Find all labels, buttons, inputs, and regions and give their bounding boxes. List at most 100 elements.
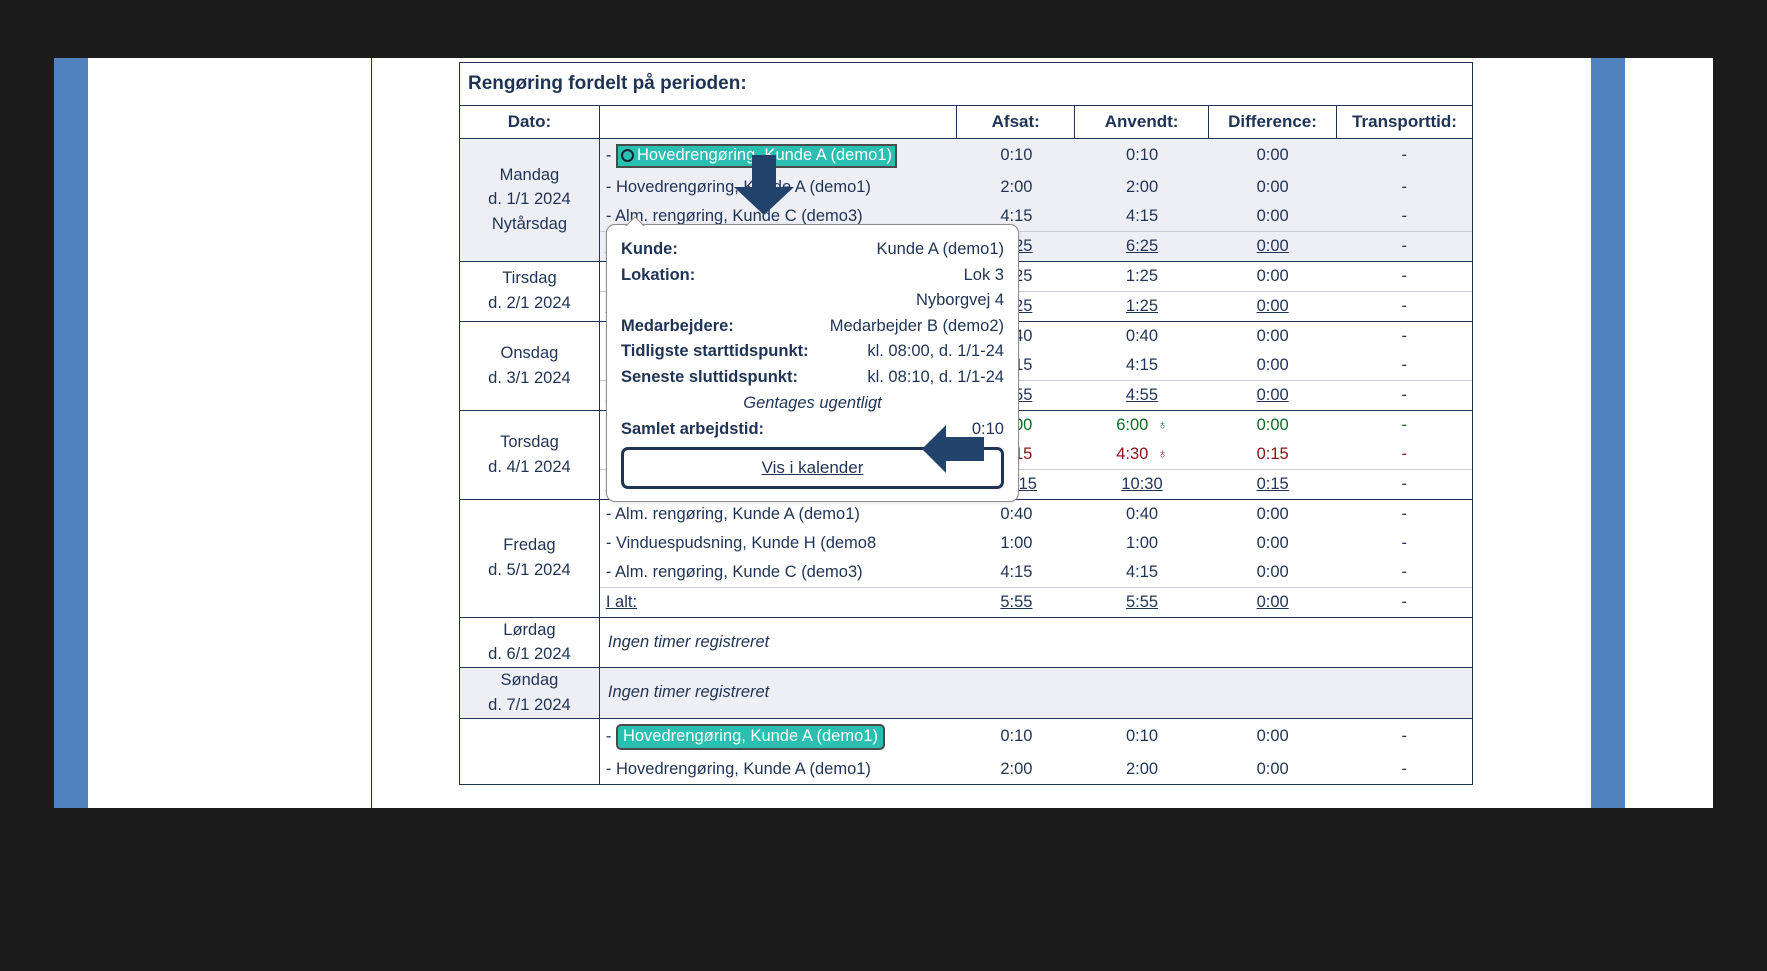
task-row[interactable]: - Alm. rengøring, Kunde A (demo1) 0:40 0:4…	[600, 500, 1472, 529]
column-header-task[interactable]	[598, 104, 958, 139]
tooltip-row-value: Nyborgvej 4	[915, 291, 1004, 310]
date-line: Torsdag	[500, 432, 559, 451]
total-transporttid-value: -	[1401, 236, 1408, 255]
tooltip-row-label: Medarbejdere:	[621, 316, 734, 335]
total-label-cell: I alt:	[599, 586, 958, 617]
task-row[interactable]: - Hovedrengøring, Kunde A (demo1) 2:00 2:0…	[600, 173, 1472, 202]
tooltip-row-value: Kunde A (demo1)	[876, 240, 1004, 258]
day-task-table: - Alm. rengøring, Kunde A (demo1) 0:40 0:4…	[599, 500, 1472, 617]
cell-afsat-value: 4:15	[1000, 206, 1033, 225]
total-difference-value: 0:00	[1256, 592, 1289, 611]
cell-afsat: 2:00	[958, 755, 1076, 784]
total-anvendt: 10:30	[1075, 468, 1209, 499]
tooltip-row-label: Seneste sluttidspunkt:	[621, 367, 798, 386]
cell-transporttid-value: -	[1401, 533, 1407, 552]
clock-warning-icon: ♁	[1157, 444, 1168, 461]
cell-anvendt: 0:40	[1075, 500, 1209, 529]
cell-transporttid: -	[1336, 558, 1472, 588]
cell-anvendt-value: 1:00	[1125, 533, 1159, 552]
column-header-dato[interactable]: Dato:	[459, 104, 600, 139]
tooltip-total-value: 0:10	[971, 419, 1004, 438]
show-in-calendar-label: Vis i kalender	[761, 457, 864, 477]
cell-anvendt-value: 0:10	[1126, 146, 1159, 165]
cell-transporttid: -	[1337, 173, 1473, 202]
date-line: Tirsdag	[502, 269, 557, 288]
cell-transporttid-value: -	[1401, 146, 1408, 165]
cell-difference: 0:00	[1209, 322, 1337, 351]
tooltip-row-label: Kunde:	[621, 240, 678, 258]
cell-afsat-value: 1:00	[1000, 533, 1033, 552]
tooltip-detail-rows: Kunde: Kunde A (demo1) Lokation: Lok 3 Nybor…	[621, 237, 1004, 390]
tooltip-row: Nyborgvej 4	[621, 288, 1004, 314]
left-scroll-rail[interactable]	[54, 58, 88, 808]
column-header-anvendt[interactable]: Anvendt:	[1074, 104, 1210, 139]
cell-transporttid: -	[1336, 262, 1472, 292]
no-hours-text: Ingen timer registreret	[607, 683, 770, 702]
total-difference: 0:00	[1208, 379, 1337, 410]
total-difference: 0:00	[1208, 586, 1337, 617]
cell-difference: 0:00	[1209, 529, 1337, 558]
total-transporttid-value: -	[1401, 474, 1407, 493]
column-header-afsat[interactable]: Afsat:	[956, 104, 1076, 139]
selected-task-chip[interactable]: Hovedrengøring, Kunde A (demo1)	[615, 723, 885, 750]
total-difference-value: 0:00	[1256, 296, 1289, 315]
tooltip-row: Tidligste starttidspunkt: kl. 08:00, d. 1…	[621, 339, 1004, 365]
cell-transporttid: -	[1336, 440, 1472, 470]
cell-anvendt: 0:10	[1075, 719, 1209, 755]
task-label-cell[interactable]: - Alm. rengøring, Kunde C (demo3)	[600, 202, 958, 232]
task-label-cell[interactable]: - Alm. rengøring, Kunde C (demo3)	[600, 558, 958, 588]
task-row[interactable]: - Alm. rengøring, Kunde C (demo3) 4:15 4:1…	[600, 558, 1472, 588]
total-transporttid: -	[1336, 379, 1472, 410]
task-label: - Hovedrengøring, Kunde A (demo1)	[605, 759, 871, 778]
cell-afsat: 0:40	[958, 500, 1076, 529]
cell-difference: 0:15	[1209, 440, 1337, 470]
task-row[interactable]: - Hovedrengøring, Kunde A (demo1) 0:10 0:1…	[600, 719, 1472, 755]
cell-anvendt: 0:10	[1075, 139, 1209, 173]
date-cell: Onsdag d. 3/1 2024	[459, 320, 600, 411]
task-label-cell[interactable]: - Hovedrengøring, Kunde A (demo1)	[600, 719, 958, 755]
cell-anvendt-value: 4:15	[1125, 562, 1159, 581]
down-arrow-icon	[734, 155, 794, 215]
cell-difference: 0:00	[1209, 719, 1337, 755]
total-anvendt-value: 5:55	[1125, 592, 1159, 611]
right-scroll-rail[interactable]	[1591, 58, 1625, 808]
total-transporttid-value: -	[1401, 385, 1407, 404]
cell-transporttid-value: -	[1401, 562, 1407, 581]
cell-afsat-value: 4:15	[1000, 562, 1033, 581]
task-row[interactable]: - Alm. rengøring, Kunde C (demo3) 4:15 4:1…	[600, 202, 1472, 232]
cell-transporttid: -	[1336, 351, 1472, 381]
task-row[interactable]: - Vinduespudsning, Kunde H (demo8 1:00 1:0…	[600, 529, 1472, 558]
cell-afsat: 4:15	[958, 558, 1076, 588]
total-afsat: 5:55	[957, 586, 1076, 617]
task-label: - Vinduespudsning, Kunde H (demo8	[605, 533, 877, 552]
cell-anvendt-value: 2:00	[1125, 759, 1159, 778]
task-label-cell[interactable]: - Alm. rengøring, Kunde A (demo1)	[600, 500, 958, 529]
cell-anvendt-value: 0:10	[1125, 727, 1159, 746]
left-arrow-icon	[922, 425, 984, 473]
task-label: Hovedrengøring, Kunde A (demo1)	[622, 726, 878, 745]
task-label: Hovedrengøring, Kunde A (demo1)	[636, 145, 892, 164]
tooltip-tail	[621, 216, 647, 226]
cell-afsat: 2:00	[958, 173, 1076, 202]
total-transporttid: -	[1336, 290, 1472, 321]
date-cell: Fredag d. 5/1 2024	[459, 498, 600, 618]
date-cell: Søndag d. 7/1 2024	[459, 667, 600, 719]
cell-difference: 0:00	[1209, 351, 1337, 381]
cell-transporttid-value: -	[1401, 727, 1407, 746]
clock-warning-icon: ♁	[1157, 415, 1168, 432]
cell-anvendt-value: 4:30	[1116, 444, 1149, 463]
task-row[interactable]: - Hovedrengøring, Kunde A (demo1) 2:00 2:0…	[600, 755, 1472, 784]
no-hours-text: Ingen timer registreret	[607, 632, 770, 651]
total-anvendt-value: 10:30	[1121, 474, 1163, 493]
cell-anvendt-value: 4:15	[1126, 206, 1159, 225]
day-detail-cell: - Hovedrengøring, Kunde A (demo1) 0:10 0:1…	[598, 717, 1474, 785]
cell-difference-value: 0:00	[1256, 415, 1289, 434]
task-label-cell[interactable]: - Hovedrengøring, Kunde A (demo1)	[600, 173, 958, 202]
column-header-difference[interactable]: Difference:	[1208, 104, 1337, 139]
task-label-cell[interactable]: - Hovedrengøring, Kunde A (demo1)	[600, 755, 958, 784]
cursor-ring-icon	[620, 148, 634, 162]
total-difference: 0:00	[1208, 230, 1337, 261]
column-header-transporttid[interactable]: Transporttid:	[1336, 104, 1473, 139]
tooltip-row: Medarbejdere: Medarbejder B (demo2)	[621, 314, 1004, 340]
task-label-cell[interactable]: - Vinduespudsning, Kunde H (demo8	[600, 529, 958, 558]
